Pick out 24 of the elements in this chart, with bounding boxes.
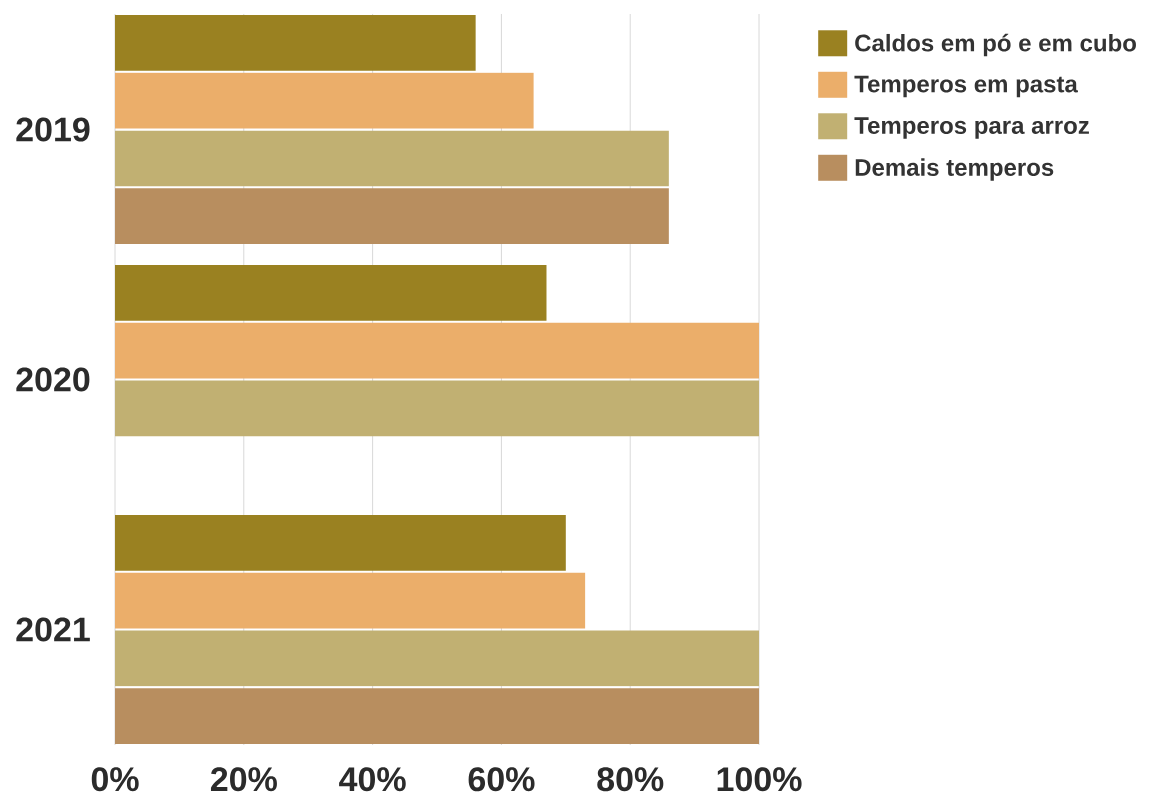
x-tick-label: 20%	[210, 767, 277, 792]
legend-label: Temperos para arroz	[854, 117, 1089, 139]
bar	[115, 380, 760, 437]
y-tick-label: 2019	[16, 117, 90, 142]
bar	[115, 72, 534, 129]
x-tick-label: 80%	[597, 767, 664, 792]
y-tick-label: 2020	[16, 367, 90, 392]
bar	[115, 572, 586, 629]
legend-label: Demais temperos	[855, 158, 1054, 181]
x-tick-label: 100%	[717, 767, 802, 792]
bar	[115, 130, 669, 187]
bar	[115, 188, 669, 244]
bar	[115, 322, 760, 379]
bar	[115, 14, 476, 71]
bar	[115, 688, 760, 744]
bar	[115, 264, 547, 321]
x-tick-label: 60%	[468, 767, 535, 792]
y-tick-label: 2021	[16, 617, 90, 642]
bar	[115, 630, 760, 687]
x-tick-label: 40%	[339, 767, 406, 792]
legend-label: Caldos em pó e em cubo	[855, 33, 1136, 57]
legend-label: Temperos em pasta	[854, 75, 1078, 98]
x-tick-label: 0%	[91, 767, 139, 792]
bar	[115, 514, 566, 571]
